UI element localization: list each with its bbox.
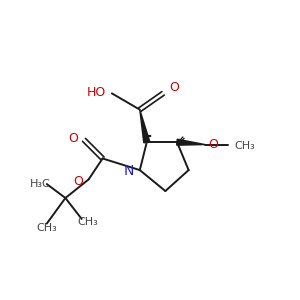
- Text: O: O: [68, 132, 78, 145]
- Polygon shape: [177, 139, 205, 145]
- Text: CH₃: CH₃: [234, 141, 255, 151]
- Text: O: O: [208, 138, 218, 151]
- Text: N: N: [124, 164, 134, 178]
- Polygon shape: [140, 110, 150, 143]
- Text: HO: HO: [87, 86, 106, 99]
- Text: O: O: [73, 175, 83, 188]
- Text: O: O: [169, 81, 179, 94]
- Text: CH₃: CH₃: [36, 223, 57, 233]
- Text: H₃C: H₃C: [29, 179, 50, 189]
- Text: CH₃: CH₃: [77, 218, 98, 227]
